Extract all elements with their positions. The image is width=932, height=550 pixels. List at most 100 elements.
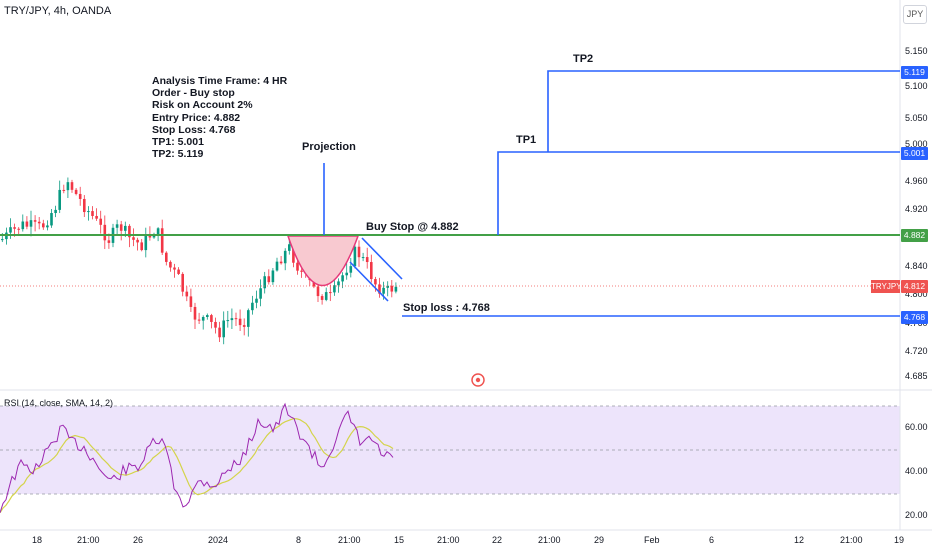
stop-loss-label[interactable]: Stop loss : 4.768	[403, 302, 490, 314]
candle	[91, 211, 94, 216]
time-tick: 21:00	[437, 535, 460, 545]
rsi-tick: 60.00	[905, 422, 928, 432]
entry-price-badge: 4.882	[901, 229, 928, 242]
time-tick: 8	[296, 535, 302, 545]
candle	[99, 218, 102, 225]
target-icon[interactable]	[471, 373, 485, 387]
candle	[365, 257, 369, 263]
tp2-price-badge: 5.119	[901, 66, 928, 79]
candle	[119, 224, 123, 231]
candle	[251, 302, 254, 311]
tp1-price-badge: 5.001	[901, 147, 928, 160]
candle	[29, 220, 33, 227]
projection-label[interactable]: Projection	[302, 141, 356, 153]
candle	[226, 320, 230, 322]
price-tick: 4.960	[905, 176, 928, 186]
candle	[33, 220, 37, 222]
cup-pattern[interactable]	[286, 235, 360, 286]
candle	[107, 240, 111, 243]
rsi-tick: 40.00	[905, 466, 928, 476]
note-line: TP2: 5.119	[152, 148, 204, 161]
tp1-line[interactable]	[497, 151, 900, 235]
rsi-indicator-label[interactable]: RSI (14, close, SMA, 14, 2)	[4, 398, 114, 408]
candle	[279, 261, 283, 264]
price-tick: 5.150	[905, 46, 928, 56]
price-tick: 5.050	[905, 113, 928, 123]
price-tick: 4.685	[905, 371, 928, 381]
candle	[288, 244, 291, 251]
candle	[165, 252, 168, 262]
candle	[103, 224, 107, 241]
candle	[263, 276, 266, 289]
candle	[177, 269, 180, 274]
candle	[296, 262, 299, 271]
candle	[37, 221, 41, 224]
candle	[124, 225, 127, 231]
price-tick: 5.000	[905, 139, 928, 149]
candle	[132, 237, 135, 240]
candle	[206, 315, 209, 317]
symbol-badge: TRYJPY	[871, 280, 902, 293]
analysis-note[interactable]: Analysis Time Frame: 4 HR Order - Buy st…	[152, 75, 287, 160]
candle	[83, 198, 86, 213]
candle	[333, 285, 336, 293]
candle	[1, 239, 4, 241]
candle	[316, 286, 320, 297]
note-line: Entry Price: 4.882	[152, 111, 241, 124]
time-tick: 21:00	[538, 535, 561, 545]
candle	[234, 318, 238, 320]
candle	[222, 320, 225, 338]
candle	[370, 262, 373, 280]
candle	[324, 292, 328, 300]
channel-upper[interactable]	[361, 237, 403, 280]
candle	[390, 285, 394, 292]
candle	[378, 284, 381, 294]
time-tick: 26	[133, 535, 144, 545]
tp2-line[interactable]	[547, 70, 900, 152]
rsi-ma-line	[0, 417, 394, 514]
candle	[42, 223, 45, 228]
candle	[300, 270, 303, 272]
candle	[181, 273, 184, 292]
candle	[230, 318, 234, 321]
candle	[66, 182, 70, 191]
currency-button[interactable]: JPY	[903, 5, 927, 24]
candle	[148, 235, 152, 238]
time-tick: 21:00	[77, 535, 100, 545]
note-line: Analysis Time Frame: 4 HR	[152, 75, 288, 87]
candle	[21, 221, 25, 230]
buy-stop-label[interactable]: Buy Stop @ 4.882	[366, 221, 459, 233]
candle	[357, 246, 361, 258]
tp1-label[interactable]: TP1	[516, 134, 537, 146]
candle	[271, 270, 275, 283]
candle	[144, 235, 148, 251]
candle	[128, 225, 131, 238]
note-line: Stop Loss: 4.768	[152, 123, 236, 136]
candle	[78, 193, 82, 199]
time-tick: Feb	[644, 535, 660, 545]
symbol-title[interactable]: TRY/JPY, 4h, OANDA	[4, 5, 112, 17]
candle	[193, 306, 197, 320]
candle	[115, 224, 119, 228]
channel-lower[interactable]	[349, 261, 389, 302]
candle	[201, 316, 205, 321]
time-tick: 15	[394, 535, 405, 545]
candle	[283, 250, 287, 264]
price-tick: 4.720	[905, 346, 928, 356]
price-tick: 4.840	[905, 261, 928, 271]
candle	[95, 215, 98, 219]
note-line: TP1: 5.001	[152, 136, 204, 149]
time-tick: 29	[594, 535, 605, 545]
candle	[337, 281, 340, 286]
candle	[54, 209, 57, 214]
time-tick: 21:00	[840, 535, 863, 545]
candle	[50, 213, 53, 226]
rsi-tick: 20.00	[905, 510, 928, 520]
candle	[275, 261, 279, 271]
candle	[156, 228, 160, 236]
candle	[87, 211, 90, 213]
candle	[242, 325, 246, 327]
candle	[394, 286, 398, 292]
tp2-label[interactable]: TP2	[573, 53, 594, 65]
